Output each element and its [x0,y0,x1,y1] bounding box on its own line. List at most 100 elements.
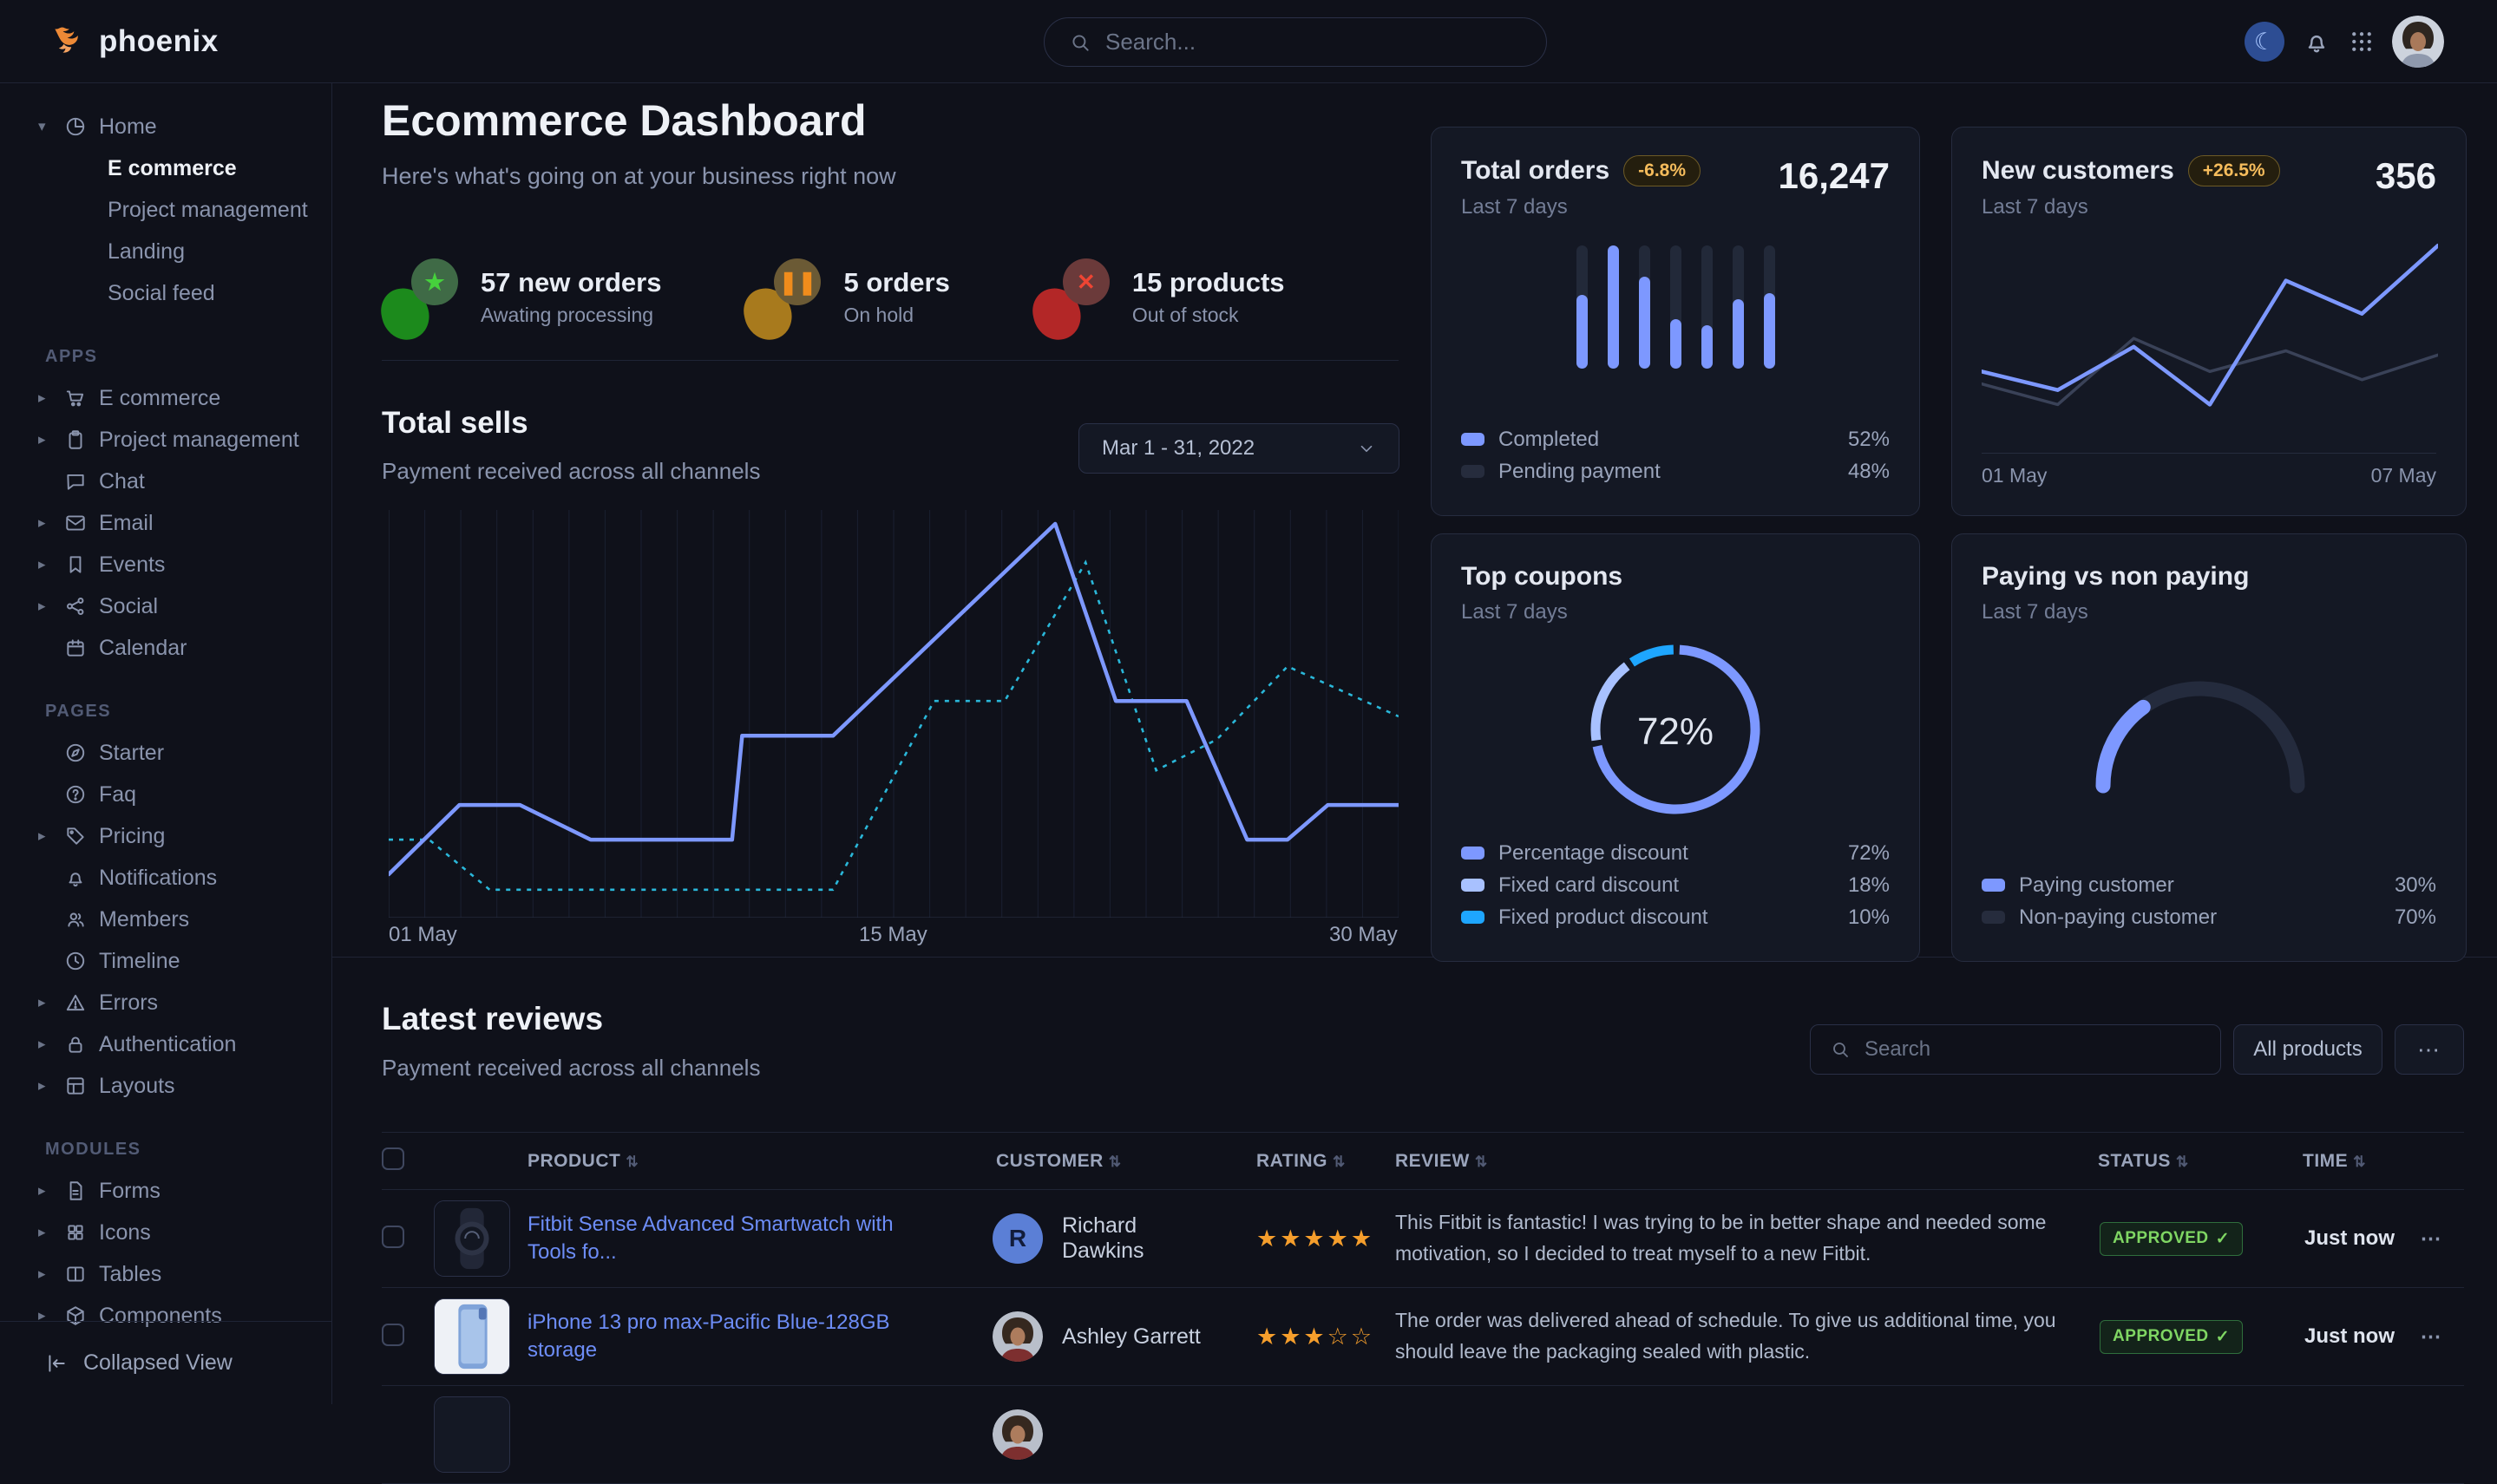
caret-right-icon: ▸ [38,598,52,615]
collapsed-view-toggle[interactable]: Collapsed View [0,1321,331,1404]
review-table-row: Fitbit Sense Advanced Smartwatch with To… [382,1190,2464,1288]
sidebar-item-label: Errors [99,990,158,1016]
row-checkbox[interactable] [382,1226,404,1248]
global-search-input[interactable]: Search... [1044,17,1547,67]
reviews-search-input[interactable]: Search [1810,1024,2221,1075]
mail-icon [64,512,87,534]
reviews-more-button[interactable]: ⋯ [2395,1024,2464,1075]
caret-down-icon: ▾ [38,118,52,135]
sidebar-item-starter[interactable]: Starter [0,732,331,774]
sidebar-subitem-e-commerce[interactable]: E commerce [0,147,331,189]
caret-right-icon: ▸ [38,514,52,532]
sidebar-subitem-social-feed[interactable]: Social feed [0,272,331,314]
sidebar-section-label: APPS [0,347,331,367]
column-header-review[interactable]: REVIEW⇅ [1360,1151,2063,1172]
x-axis-label: 15 May [859,923,927,947]
sidebar-item-pricing[interactable]: ▸Pricing [0,815,331,857]
caret-right-icon: ▸ [38,1224,52,1241]
sidebar-section-label: PAGES [0,702,331,722]
sidebar-item-label: Icons [99,1220,151,1245]
brand-logo[interactable]: phoenix [49,0,219,83]
sidebar-item-timeline[interactable]: Timeline [0,940,331,982]
all-products-button[interactable]: All products [2233,1024,2382,1075]
product-thumbnail[interactable] [434,1200,510,1277]
sidebar-item-label: Email [99,511,154,536]
status-badge: APPROVED ✓ [2100,1320,2243,1354]
reviews-title: Latest reviews [382,1001,603,1037]
sidebar-item-label: Starter [99,741,164,766]
stat-caption: Out of stock [1132,304,1285,327]
customer-name: Richard Dawkins [1062,1213,1222,1264]
sidebar-item-events[interactable]: ▸Events [0,544,331,585]
sidebar-item-layouts[interactable]: ▸Layouts [0,1065,331,1107]
sidebar-item-faq[interactable]: Faq [0,774,331,815]
caret-right-icon: ▸ [38,389,52,407]
sidebar-item-tables[interactable]: ▸Tables [0,1253,331,1295]
sidebar-subitem-landing[interactable]: Landing [0,231,331,272]
clock-icon [64,950,87,972]
sidebar-item-social[interactable]: ▸Social [0,585,331,627]
column-header-customer[interactable]: CUSTOMER⇅ [961,1151,1222,1172]
lock-icon [64,1033,87,1056]
cart-icon [64,387,87,409]
sidebar-item-authentication[interactable]: ▸Authentication [0,1023,331,1065]
x-axis-label: 01 May [389,923,457,947]
sidebar-item-home[interactable]: ▾ Home [0,106,331,147]
apps-menu-button[interactable] [2344,0,2379,83]
sidebar-item-chat[interactable]: Chat [0,461,331,502]
moon-icon: ☾ [2254,29,2275,56]
sidebar-item-members[interactable]: Members [0,899,331,940]
sidebar-item-email[interactable]: ▸ Email [0,502,331,544]
legend-value: 18% [1848,873,1890,898]
date-range-select[interactable]: Mar 1 - 31, 2022 [1078,423,1399,474]
sidebar-item-calendar[interactable]: Calendar [0,627,331,669]
sidebar-item-errors[interactable]: ▸Errors [0,982,331,1023]
sidebar-item-label: Faq [99,782,136,807]
caret-right-icon: ▸ [38,1077,52,1095]
review-time: Just now [2268,1226,2398,1251]
product-link[interactable]: Fitbit Sense Advanced Smartwatch with To… [528,1211,961,1267]
donut-center-value: 72% [1586,640,1765,823]
share-icon [64,595,87,618]
notifications-button[interactable] [2299,0,2334,83]
theme-toggle-button[interactable]: ☾ [2245,0,2284,83]
sidebar-item-icons[interactable]: ▸ Icons [0,1212,331,1253]
legend-label: Non-paying customer [2019,905,2217,930]
total-orders-card: Total orders -6.8% Last 7 days 16,247 Co… [1431,127,1920,516]
row-checkbox[interactable] [382,1324,404,1346]
sidebar-item-notifications[interactable]: Notifications [0,857,331,899]
sidebar-item-e-commerce[interactable]: ▸E commerce [0,377,331,419]
nine-dots-icon [2349,29,2375,55]
card-title: Top coupons [1461,562,1622,592]
legend-swatch [1461,847,1484,860]
question-icon [64,783,87,806]
sidebar-item-label: Home [99,114,157,140]
product-thumbnail [434,1396,510,1473]
legend-label: Completed [1498,428,1599,452]
column-header-rating[interactable]: RATING⇅ [1222,1151,1360,1172]
bar [1733,245,1744,369]
rating-stars: ★★★☆☆ [1222,1324,1360,1350]
column-header-product[interactable]: PRODUCT⇅ [528,1151,961,1172]
column-header-status[interactable]: STATUS⇅ [2063,1151,2268,1172]
tag-icon [64,825,87,847]
user-avatar[interactable] [2392,0,2444,83]
search-icon [1830,1039,1851,1060]
paying-card: Paying vs non paying Last 7 days Paying … [1951,533,2467,962]
sidebar-item-forms[interactable]: ▸Forms [0,1170,331,1212]
avatar-photo [2392,16,2444,68]
sidebar-item-label: Events [99,552,165,578]
select-all-checkbox[interactable] [382,1147,404,1170]
row-actions-button[interactable]: ⋯ [2398,1226,2464,1252]
product-thumbnail[interactable] [434,1298,510,1375]
bookmark-icon [64,553,87,576]
sidebar-item-project-management[interactable]: ▸Project management [0,419,331,461]
product-link[interactable]: iPhone 13 pro max-Pacific Blue-128GB sto… [528,1309,961,1365]
column-header-time[interactable]: TIME⇅ [2268,1151,2398,1172]
sidebar-subitem-project-management[interactable]: Project management [0,189,331,231]
row-actions-button[interactable]: ⋯ [2398,1324,2464,1350]
